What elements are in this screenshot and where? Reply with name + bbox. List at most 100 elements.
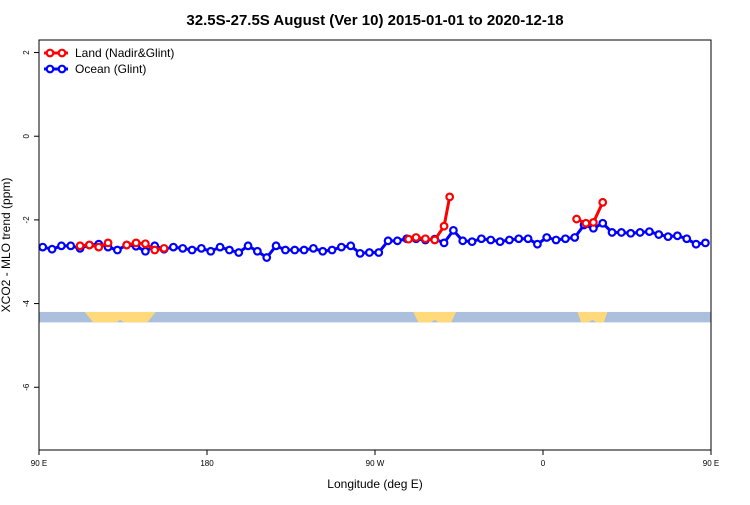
data-point	[393, 236, 402, 246]
data-point	[337, 242, 346, 252]
data-point	[355, 248, 365, 258]
y-tick-label: -2	[22, 216, 31, 224]
data-point	[290, 245, 300, 255]
data-point	[84, 240, 94, 250]
data-point	[617, 228, 626, 237]
land-ocean-band	[39, 311, 711, 323]
data-point	[551, 235, 561, 245]
data-point	[486, 235, 496, 245]
data-point	[252, 246, 262, 256]
data-point	[561, 234, 570, 244]
legend-marker	[57, 64, 67, 74]
data-point	[75, 241, 85, 251]
legend-marker	[45, 48, 55, 58]
data-point	[206, 246, 216, 256]
data-point	[430, 235, 440, 245]
series-ocean-glint-	[38, 218, 710, 262]
data-point	[38, 242, 48, 252]
x-axis-label: Longitude (deg E)	[327, 477, 422, 491]
data-point	[542, 233, 552, 242]
data-point	[691, 239, 701, 249]
data-point	[374, 248, 384, 257]
data-point	[94, 242, 104, 252]
legend-label: Land (Nadir&Glint)	[75, 46, 174, 60]
chart-title: 32.5S-27.5S August (Ver 10) 2015-01-01 t…	[186, 12, 563, 29]
data-point	[439, 221, 449, 231]
x-tick-label: 180	[200, 459, 214, 468]
data-point	[654, 230, 664, 239]
data-point	[131, 238, 141, 248]
series-line	[79, 241, 109, 249]
data-point	[607, 228, 617, 237]
data-point	[57, 241, 66, 251]
land-segment	[84, 311, 156, 323]
data-point	[598, 218, 608, 228]
data-point	[411, 233, 421, 242]
data-point	[224, 245, 234, 255]
y-tick-label: 2	[22, 50, 31, 55]
data-point	[645, 227, 654, 237]
data-point	[150, 245, 160, 255]
data-point	[318, 246, 328, 256]
data-point	[140, 239, 150, 249]
data-point	[635, 228, 645, 237]
x-tick-label: 90 W	[366, 459, 385, 468]
axis-ticks: 90 E 180 90 W 0 90 E 2 0 -2 -4 -6	[22, 50, 719, 468]
data-point	[327, 245, 337, 255]
data-point	[47, 244, 57, 254]
data-point	[458, 236, 468, 246]
data-point	[215, 242, 225, 252]
data-point	[103, 238, 113, 248]
data-point	[365, 248, 374, 257]
data-point	[271, 241, 281, 251]
legend-label: Ocean (Glint)	[75, 62, 146, 76]
data-point	[673, 231, 682, 241]
data-point	[299, 245, 309, 255]
data-point	[140, 246, 150, 256]
data-point	[112, 245, 122, 255]
data-point	[533, 239, 542, 249]
series-land-nadir-glint-	[75, 192, 608, 255]
data-point	[572, 214, 581, 224]
x-tick-label: 90 E	[31, 459, 47, 468]
data-point	[66, 241, 76, 251]
data-point	[477, 234, 486, 244]
x-tick-label: 90 E	[703, 459, 719, 468]
data-point	[122, 240, 132, 250]
series-layer	[38, 192, 710, 262]
data-point	[589, 218, 598, 227]
data-point	[495, 237, 505, 247]
data-point	[196, 243, 206, 253]
land-segment	[577, 311, 608, 323]
land-segment	[413, 311, 457, 323]
data-point	[159, 243, 169, 253]
ocean-band	[39, 311, 711, 323]
data-point	[505, 235, 514, 245]
x-tick-label: 0	[541, 459, 546, 468]
data-point	[234, 248, 244, 257]
data-point	[262, 253, 272, 262]
data-point	[701, 238, 710, 248]
data-point	[168, 242, 178, 252]
data-point	[346, 241, 356, 251]
data-point	[243, 241, 253, 251]
data-point	[309, 243, 318, 253]
data-point	[514, 234, 524, 244]
y-tick-label: 0	[22, 133, 31, 138]
data-point	[404, 234, 414, 244]
y-axis-label: XCO2 - MLO trend (ppm)	[0, 178, 13, 313]
plot-frame	[38, 39, 712, 451]
data-point	[439, 238, 449, 248]
data-point	[421, 234, 430, 244]
data-point	[281, 245, 290, 255]
data-point	[581, 218, 591, 228]
data-point	[178, 243, 188, 253]
data-point	[187, 245, 197, 255]
data-point	[467, 237, 477, 247]
y-tick-label: -6	[22, 383, 31, 391]
y-tick-label: -4	[22, 299, 31, 307]
legend: Land (Nadir&Glint) Ocean (Glint)	[44, 46, 174, 76]
legend-marker	[57, 48, 67, 58]
